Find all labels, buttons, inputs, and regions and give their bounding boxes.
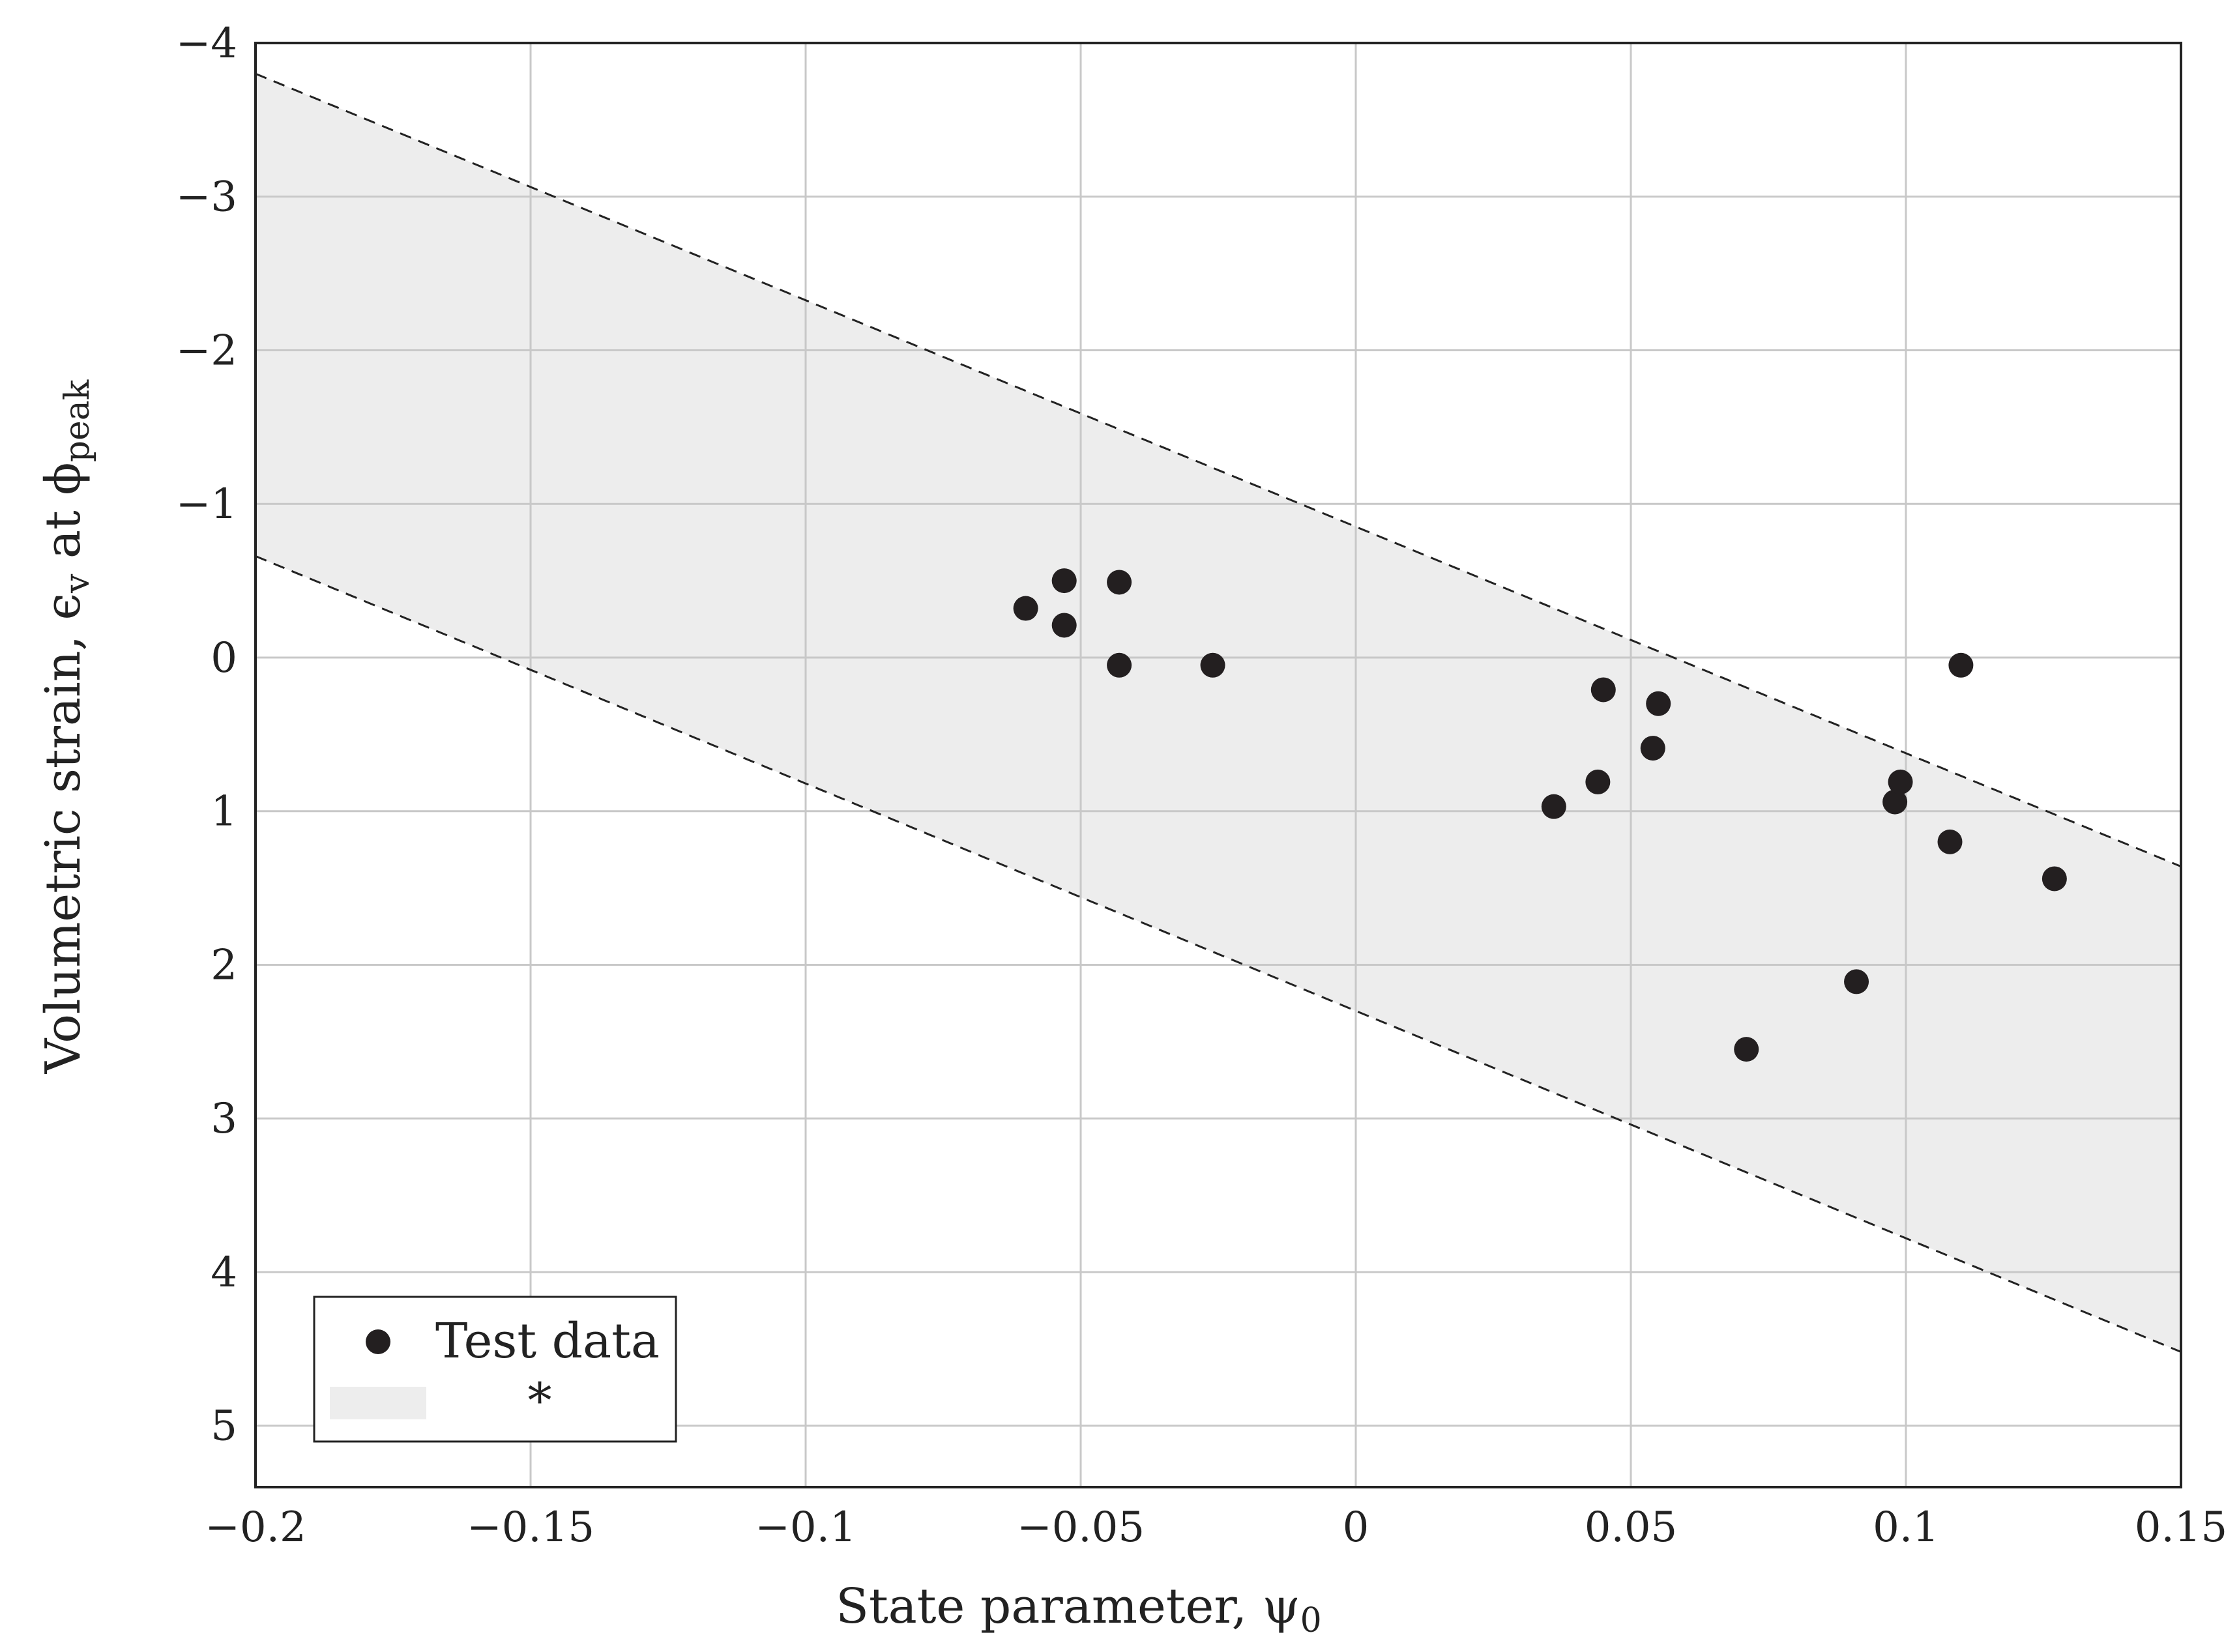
y-tick-label: 4 [211, 1249, 237, 1297]
data-point [1013, 596, 1038, 621]
x-axis-label: State parameter, ψ0 [836, 1578, 1322, 1640]
x-tick-labels: −0.2 −0.15 −0.1 −0.05 0 0.05 0.1 0.15 [205, 1503, 2227, 1552]
y-tick-label: 3 [211, 1095, 237, 1143]
data-points [1013, 568, 2067, 1062]
plot-frame [254, 42, 2182, 1488]
legend-label-band: * [528, 1373, 552, 1429]
data-point [1590, 677, 1616, 703]
legend-marker-test-data [366, 1329, 390, 1354]
y-tick-label: −1 [176, 480, 237, 529]
y-tick-label: 1 [211, 788, 237, 836]
legend: Test data * [313, 1296, 677, 1443]
data-point [1107, 652, 1132, 678]
y-tick-label: −4 [176, 20, 237, 68]
band-lower-bound-line [255, 555, 2182, 1353]
data-point [1646, 691, 1671, 716]
data-point [1937, 829, 1963, 854]
y-axis-label: Volumetric strain, ϵv at ϕpeak [35, 379, 97, 1074]
y-tick-label: −2 [176, 326, 237, 375]
data-point [1051, 568, 1077, 594]
x-tick-label: 0 [1343, 1503, 1369, 1552]
data-point [1051, 613, 1077, 638]
y-tick-label: 5 [211, 1402, 237, 1451]
data-point [2041, 866, 2067, 891]
data-point [1640, 736, 1665, 761]
band-upper-bound-line [255, 72, 2182, 867]
x-tick-label: −0.15 [467, 1503, 594, 1552]
data-point [1541, 794, 1566, 819]
x-tick-label: −0.2 [205, 1503, 306, 1552]
confidence-band-layer [256, 74, 2181, 1352]
x-tick-label: 0.1 [1873, 1503, 1939, 1552]
data-point [1948, 652, 1974, 678]
x-tick-label: 0.15 [2135, 1503, 2228, 1552]
band-area [256, 74, 2181, 1352]
data-point [1734, 1037, 1759, 1062]
data-point [1200, 652, 1225, 678]
legend-swatch-band [330, 1387, 426, 1419]
data-point [1844, 969, 1869, 994]
data-point [1107, 570, 1132, 595]
x-tick-label: −0.1 [755, 1503, 856, 1552]
x-tick-label: −0.05 [1017, 1503, 1145, 1552]
y-tick-label: 0 [211, 634, 237, 682]
y-tick-label: 2 [211, 941, 237, 989]
x-tick-label: 0.05 [1585, 1503, 1678, 1552]
y-tick-labels: −4 −3 −2 −1 0 1 2 3 4 5 [176, 20, 237, 1451]
data-point [1882, 789, 1908, 815]
data-point [1585, 769, 1611, 794]
data-point [1888, 769, 1913, 794]
y-tick-label: −3 [176, 173, 237, 222]
band-boundary-lines [255, 72, 2182, 1353]
legend-label-test-data: Test data [435, 1313, 660, 1369]
